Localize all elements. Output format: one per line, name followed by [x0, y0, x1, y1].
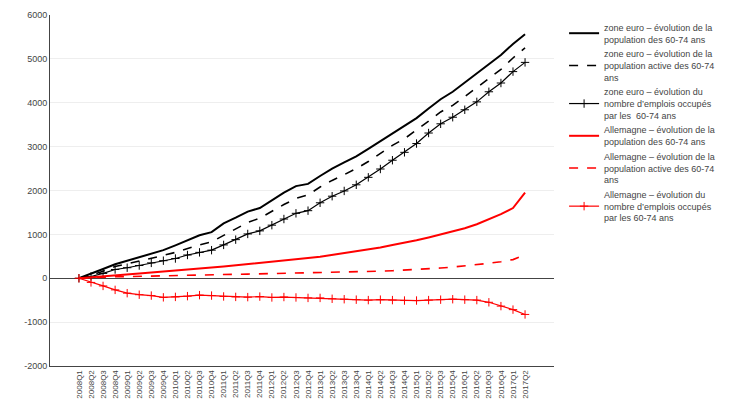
- svg-text:2010Q1: 2010Q1: [171, 370, 180, 399]
- svg-text:2008Q4: 2008Q4: [111, 370, 120, 399]
- svg-text:2010Q4: 2010Q4: [207, 370, 216, 399]
- svg-text:2013Q2: 2013Q2: [328, 370, 337, 399]
- svg-text:2011Q4: 2011Q4: [255, 370, 264, 398]
- svg-text:2012Q3: 2012Q3: [292, 370, 301, 399]
- svg-text:0: 0: [42, 273, 47, 283]
- svg-text:2010Q2: 2010Q2: [183, 370, 192, 399]
- svg-text:2016Q1: 2016Q1: [460, 370, 469, 399]
- svg-text:2017Q1: 2017Q1: [509, 370, 518, 399]
- svg-text:2013Q3: 2013Q3: [340, 370, 349, 399]
- svg-text:2012Q4: 2012Q4: [304, 370, 313, 399]
- svg-text:2016Q3: 2016Q3: [484, 370, 493, 399]
- svg-text:zone euro – évolution dunombre: zone euro – évolution dunombre d’emplois…: [604, 87, 712, 120]
- svg-text:2009Q4: 2009Q4: [159, 370, 168, 399]
- svg-text:2015Q4: 2015Q4: [448, 370, 457, 399]
- svg-text:Allemagne – évolution dunombre: Allemagne – évolution dunombre d’emplois…: [604, 190, 712, 223]
- svg-text:2016Q2: 2016Q2: [472, 370, 481, 399]
- svg-text:2015Q1: 2015Q1: [412, 370, 421, 399]
- svg-text:zone euro – évolution de lapop: zone euro – évolution de lapopulation ac…: [604, 49, 714, 82]
- svg-text:4000: 4000: [27, 98, 47, 108]
- svg-text:2014Q1: 2014Q1: [364, 370, 373, 399]
- svg-text:6000: 6000: [27, 10, 47, 20]
- svg-text:-1000: -1000: [24, 317, 47, 327]
- svg-text:2015Q2: 2015Q2: [424, 370, 433, 399]
- svg-text:2008Q3: 2008Q3: [99, 370, 108, 399]
- svg-text:3000: 3000: [27, 142, 47, 152]
- svg-text:-2000: -2000: [24, 361, 47, 371]
- svg-text:1000: 1000: [27, 230, 47, 240]
- svg-text:2014Q3: 2014Q3: [388, 370, 397, 399]
- svg-text:2010Q3: 2010Q3: [195, 370, 204, 399]
- svg-text:2013Q1: 2013Q1: [316, 370, 325, 399]
- svg-text:2014Q4: 2014Q4: [400, 370, 409, 399]
- svg-text:2008Q1: 2008Q1: [75, 370, 84, 399]
- svg-text:2011Q1: 2011Q1: [219, 370, 228, 398]
- svg-text:2008Q2: 2008Q2: [87, 370, 96, 399]
- svg-text:2009Q3: 2009Q3: [147, 370, 156, 399]
- svg-text:5000: 5000: [27, 54, 47, 64]
- svg-text:2000: 2000: [27, 186, 47, 196]
- svg-text:2014Q2: 2014Q2: [376, 370, 385, 399]
- svg-text:2016Q4: 2016Q4: [497, 370, 506, 399]
- svg-text:2009Q2: 2009Q2: [135, 370, 144, 399]
- svg-text:Allemagne – évolution de lapop: Allemagne – évolution de lapopulation ac…: [604, 152, 715, 185]
- svg-text:2015Q3: 2015Q3: [436, 370, 445, 399]
- svg-text:2017Q2: 2017Q2: [521, 370, 530, 399]
- svg-text:Allemagne – évolution de lapop: Allemagne – évolution de lapopulation de…: [604, 125, 715, 147]
- svg-text:2012Q1: 2012Q1: [267, 370, 276, 399]
- svg-text:zone euro – évolution de lapop: zone euro – évolution de lapopulation de…: [604, 23, 712, 45]
- svg-text:2013Q4: 2013Q4: [352, 370, 361, 399]
- svg-text:2011Q2: 2011Q2: [231, 370, 240, 398]
- svg-text:2009Q1: 2009Q1: [123, 370, 132, 399]
- svg-text:2012Q2: 2012Q2: [280, 370, 289, 399]
- svg-text:2011Q3: 2011Q3: [243, 370, 252, 398]
